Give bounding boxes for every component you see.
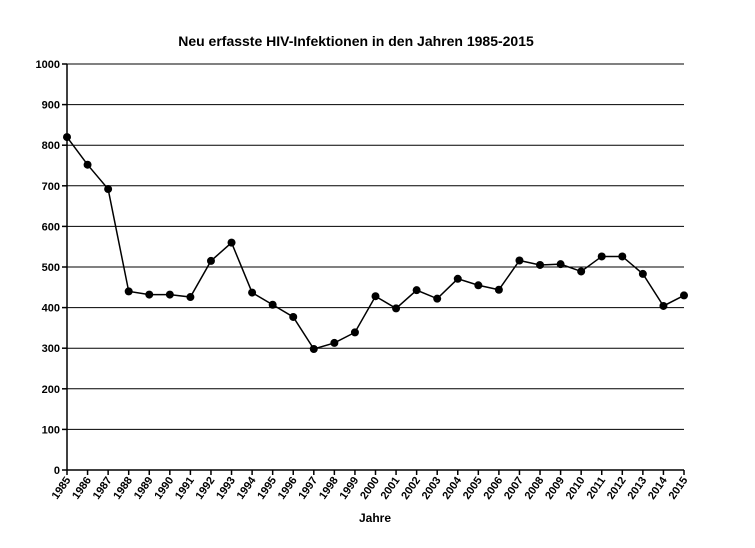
- x-tick-label: 1985: [50, 475, 74, 502]
- x-tick-label: 1994: [235, 474, 259, 502]
- chart-title: Neu erfasste HIV-Infektionen in den Jahr…: [178, 33, 534, 49]
- data-point-1990: [165, 290, 174, 299]
- data-point-1999: [350, 328, 359, 337]
- x-tick-label: 1993: [214, 475, 238, 502]
- data-point-2001: [392, 304, 401, 313]
- data-point-1998: [330, 338, 339, 347]
- x-tick-label: 2002: [399, 475, 423, 502]
- data-point-1988: [124, 287, 133, 296]
- data-point-1995: [268, 300, 277, 309]
- y-tick-label: 0: [54, 465, 60, 477]
- data-point-2014: [659, 301, 668, 310]
- y-tick-label: 500: [42, 262, 60, 274]
- x-tick-label: 1989: [132, 475, 156, 502]
- x-tick-label: 2013: [625, 475, 649, 502]
- data-point-2004: [453, 274, 462, 283]
- data-point-1991: [186, 293, 195, 302]
- data-point-2002: [412, 286, 421, 295]
- x-tick-label: 1996: [276, 475, 300, 502]
- data-point-2003: [433, 294, 442, 303]
- x-tick-label: 2010: [564, 475, 588, 502]
- x-tick-label: 1997: [296, 475, 320, 502]
- y-tick-label: 1000: [36, 59, 60, 71]
- data-point-1993: [227, 238, 236, 247]
- series-layer: [63, 133, 688, 354]
- x-tick-label: 2015: [667, 475, 691, 502]
- x-tick-label: 2012: [605, 475, 629, 502]
- data-point-2010: [577, 267, 586, 276]
- data-point-2005: [474, 281, 483, 290]
- x-tick-label: 2006: [481, 475, 505, 502]
- x-tick-label: 2009: [543, 475, 567, 502]
- x-axis-ticks: 1985198619871988198919901991199219931994…: [50, 470, 691, 502]
- data-point-2000: [371, 292, 380, 301]
- data-point-2011: [597, 252, 606, 261]
- x-tick-label: 1988: [111, 475, 135, 502]
- gridlines: [67, 63, 684, 430]
- x-tick-label: 1987: [91, 475, 115, 502]
- y-axis-ticks: 0 100 200 300 400 500 600 700 800 900 1000: [36, 59, 67, 477]
- x-tick-label: 1998: [317, 475, 341, 502]
- x-tick-label: 1999: [338, 475, 362, 502]
- data-point-1987: [104, 185, 113, 194]
- x-tick-label: 1986: [70, 475, 94, 502]
- data-point-2012: [618, 252, 627, 261]
- x-axis-label: Jahre: [359, 511, 391, 525]
- y-tick-label: 300: [42, 343, 60, 355]
- x-tick-label: 2000: [358, 475, 382, 502]
- data-point-1992: [206, 256, 215, 265]
- y-tick-label: 900: [42, 100, 60, 112]
- x-tick-label: 2005: [461, 475, 485, 502]
- data-point-2008: [536, 260, 545, 269]
- y-tick-label: 700: [42, 181, 60, 193]
- series-line: [66, 136, 685, 350]
- data-point-1986: [83, 160, 92, 169]
- x-tick-label: 2004: [440, 474, 464, 502]
- data-point-1985: [63, 133, 71, 142]
- x-tick-label: 2008: [523, 475, 547, 502]
- x-tick-label: 1995: [255, 475, 279, 502]
- data-point-2015: [680, 291, 688, 300]
- data-point-1994: [248, 288, 257, 297]
- y-tick-label: 800: [42, 140, 60, 152]
- x-tick-label: 2011: [585, 475, 609, 501]
- y-tick-label: 200: [42, 384, 60, 396]
- x-tick-label: 1992: [194, 475, 218, 502]
- y-tick-label: 600: [42, 221, 60, 233]
- data-point-1989: [145, 290, 154, 299]
- data-point-1996: [289, 312, 298, 321]
- data-point-2013: [638, 269, 647, 278]
- data-point-2007: [515, 256, 524, 265]
- y-tick-label: 400: [42, 303, 60, 315]
- data-point-2009: [556, 260, 565, 269]
- x-tick-label: 2007: [502, 475, 526, 502]
- data-point-1997: [309, 345, 318, 354]
- x-tick-label: 2003: [420, 475, 444, 502]
- x-tick-label: 1990: [152, 475, 176, 502]
- x-tick-label: 1991: [173, 475, 197, 502]
- x-tick-label: 2001: [379, 475, 403, 502]
- x-tick-label: 2014: [646, 474, 670, 502]
- data-point-2006: [494, 285, 503, 294]
- y-tick-label: 100: [42, 424, 60, 436]
